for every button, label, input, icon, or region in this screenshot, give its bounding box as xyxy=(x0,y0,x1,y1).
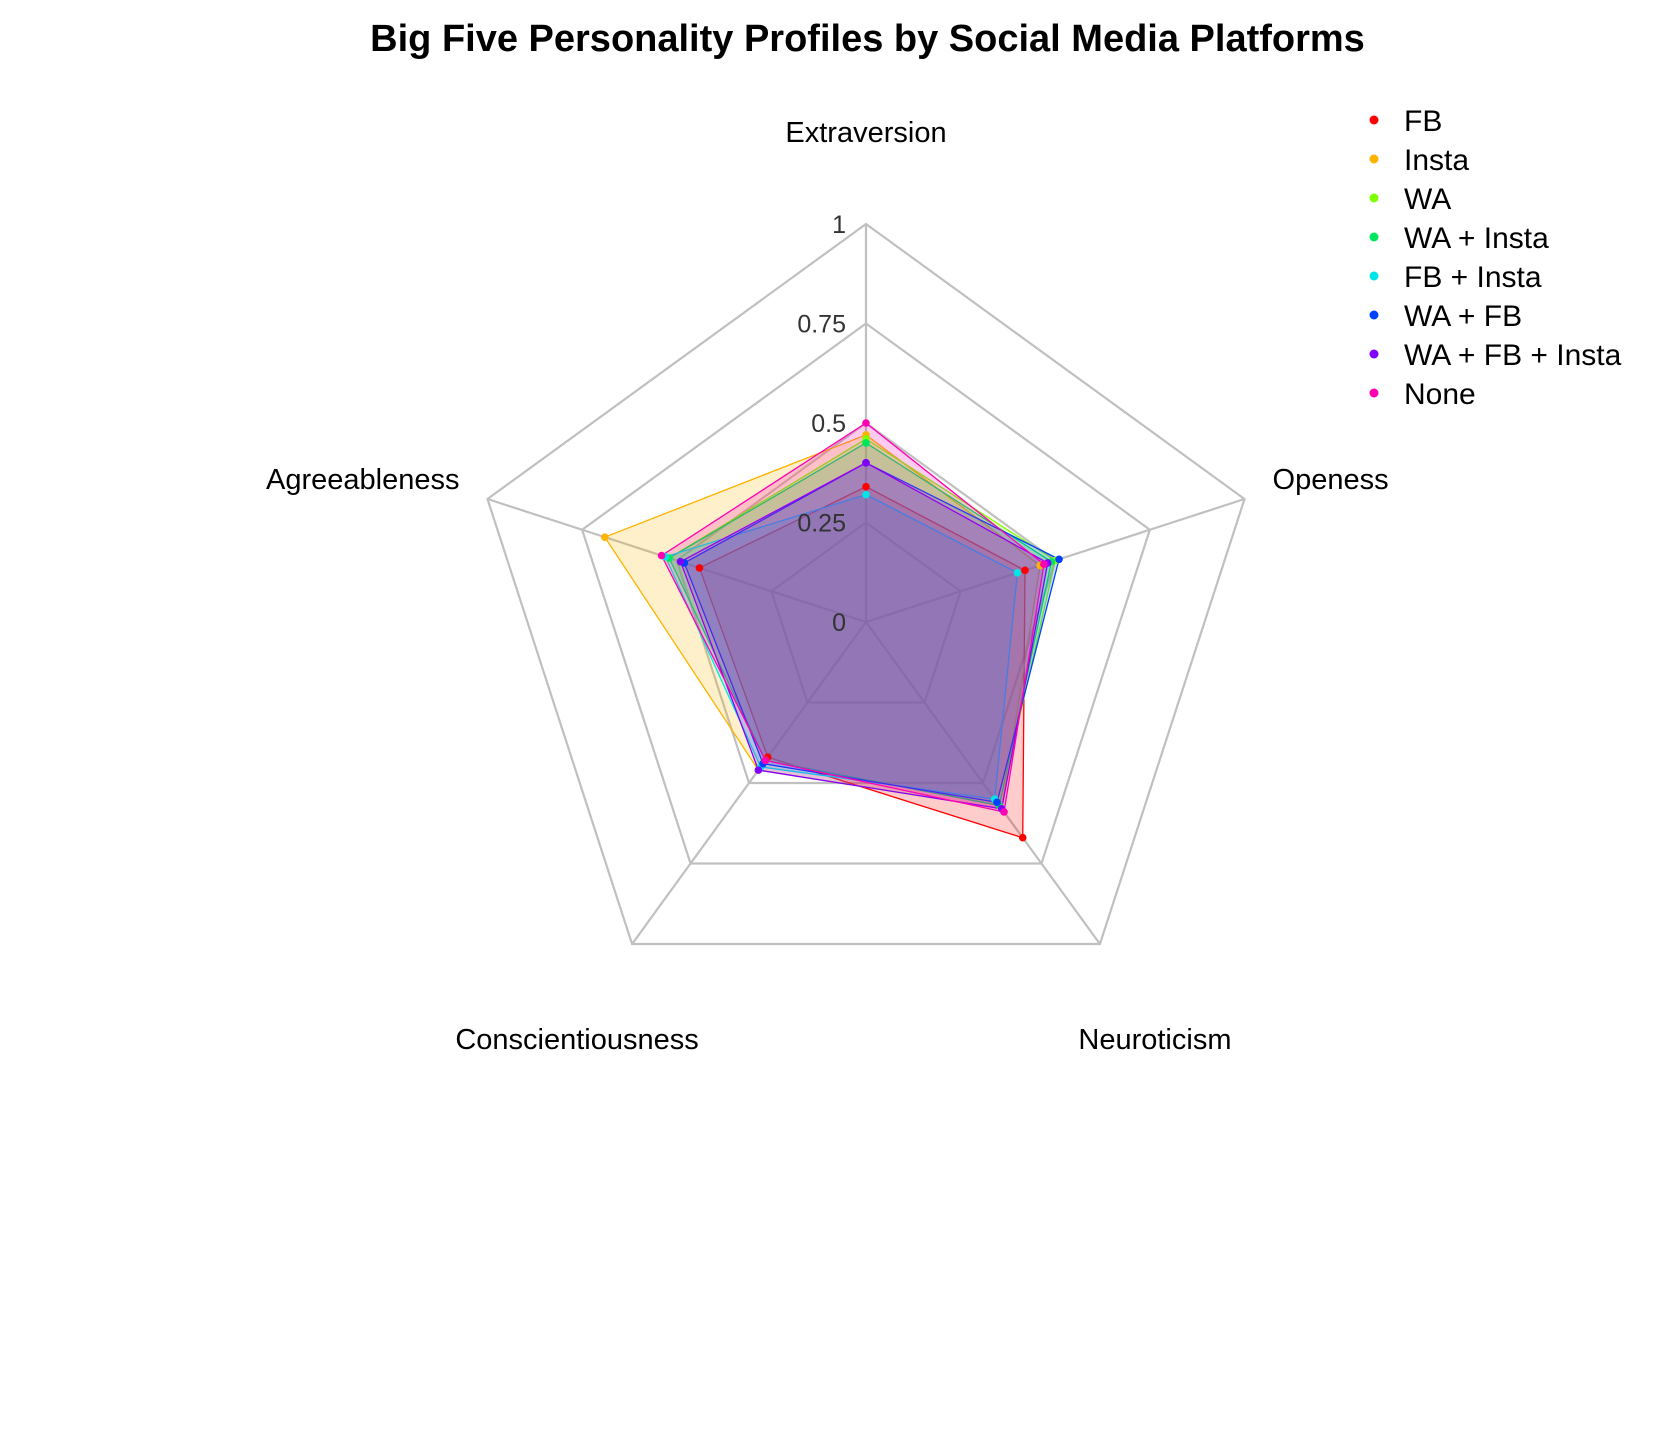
tick-label: 1 xyxy=(832,211,846,239)
legend-item: Insta xyxy=(1369,144,1469,177)
tick-label: 0 xyxy=(832,609,846,637)
axis-label-openess: Openess xyxy=(1273,464,1389,496)
grid-ring-3 xyxy=(580,322,1152,865)
radar-axis-labels: Extraversion Openess Neuroticism Conscienti… xyxy=(266,117,1389,1056)
legend-item: WA xyxy=(1369,183,1451,216)
legend-marker xyxy=(1369,349,1379,359)
grid-spoke-5 xyxy=(487,497,867,624)
legend-item: WA + FB + Insta xyxy=(1369,339,1622,372)
grid-ring-1 xyxy=(770,521,962,704)
series-point-1-5 xyxy=(695,564,704,572)
series-point-1-1 xyxy=(862,482,870,491)
series-area-7 xyxy=(679,462,1049,810)
series-point-7-4 xyxy=(754,766,763,774)
series-point-8-1 xyxy=(862,419,870,427)
series-point-5-2 xyxy=(1013,569,1022,577)
series-point-2-5 xyxy=(601,533,609,541)
legend-marker xyxy=(1369,154,1379,164)
series-point-6-3 xyxy=(993,798,1001,807)
legend-label: None xyxy=(1404,378,1476,411)
radar-series xyxy=(601,419,1063,842)
series-point-5-1 xyxy=(862,490,870,499)
legend-item: None xyxy=(1369,378,1476,411)
legend: FB Insta WA WA + Insta FB + Insta WA + FB WA +… xyxy=(1369,105,1622,411)
grid-spoke-4 xyxy=(631,621,867,945)
series-area-8 xyxy=(660,422,1045,813)
series-point-8-5 xyxy=(657,551,666,560)
legend-label: WA + Insta xyxy=(1404,222,1549,255)
legend-marker xyxy=(1369,115,1379,125)
grid-ring-2 xyxy=(675,421,1057,785)
series-area-6 xyxy=(683,462,1060,804)
series-point-4-1 xyxy=(862,439,870,447)
legend-marker xyxy=(1369,232,1379,242)
series-point-8-3 xyxy=(1000,808,1008,816)
legend-label: Insta xyxy=(1404,144,1469,177)
tick-label: 0.75 xyxy=(797,311,846,339)
tick-label: 0.25 xyxy=(797,510,846,538)
series-point-7-5 xyxy=(676,557,685,566)
chart-title: Big Five Personality Profiles by Social … xyxy=(370,18,1365,60)
series-point-1-2 xyxy=(1021,566,1029,575)
series-point-6-2 xyxy=(1055,555,1063,564)
legend-marker xyxy=(1369,388,1379,398)
legend-label: WA xyxy=(1404,183,1451,216)
series-area-1 xyxy=(698,485,1026,839)
radar-tick-labels: 0 0.25 0.5 0.75 1 xyxy=(797,211,846,637)
series-point-1-3 xyxy=(1018,833,1027,842)
legend-marker xyxy=(1369,193,1379,203)
legend-marker xyxy=(1369,310,1379,320)
axis-label-conscientiousness: Conscientiousness xyxy=(455,1024,698,1056)
legend-item: FB + Insta xyxy=(1369,261,1542,294)
series-point-7-1 xyxy=(862,459,870,467)
legend-item: WA + FB xyxy=(1369,300,1522,333)
axis-label-neuroticism: Neuroticism xyxy=(1078,1024,1231,1056)
axis-label-agreeableness: Agreeableness xyxy=(266,464,459,496)
axis-label-extraversion: Extraversion xyxy=(785,117,946,149)
series-point-8-4 xyxy=(761,756,770,765)
grid-ring-4 xyxy=(486,222,1246,946)
legend-label: FB xyxy=(1404,105,1442,138)
tick-label: 0.5 xyxy=(811,410,846,438)
legend-item: FB xyxy=(1369,105,1442,138)
legend-label: FB + Insta xyxy=(1404,261,1542,294)
grid-spoke-3 xyxy=(865,621,1101,945)
legend-label: WA + FB + Insta xyxy=(1404,339,1622,372)
legend-item: WA + Insta xyxy=(1369,222,1549,255)
legend-label: WA + FB xyxy=(1404,300,1522,333)
legend-marker xyxy=(1369,271,1379,281)
series-point-8-2 xyxy=(1040,560,1048,568)
